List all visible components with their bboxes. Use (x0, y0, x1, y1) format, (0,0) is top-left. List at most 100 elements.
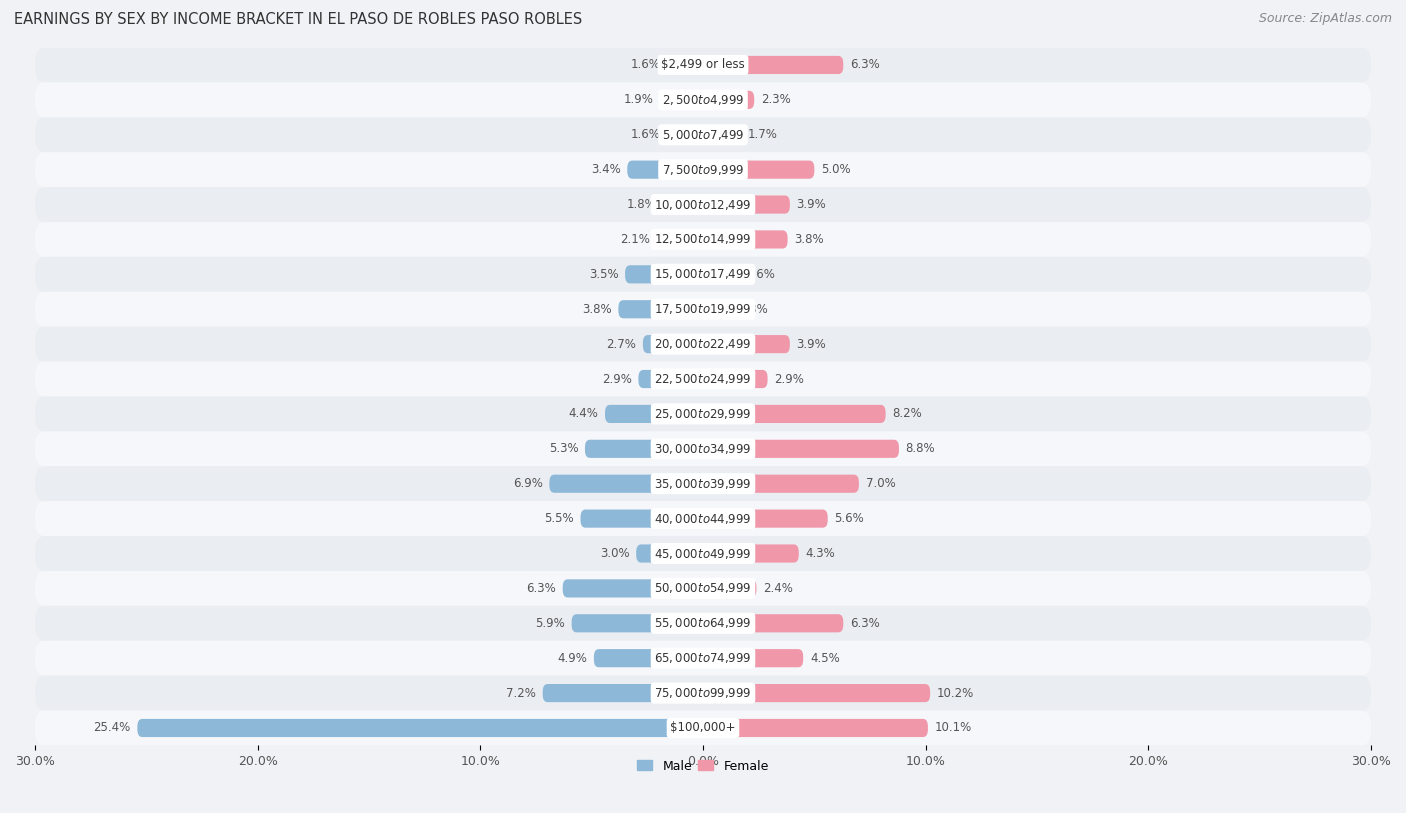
FancyBboxPatch shape (35, 222, 1371, 257)
FancyBboxPatch shape (35, 501, 1371, 536)
Text: 2.9%: 2.9% (602, 372, 631, 385)
FancyBboxPatch shape (35, 432, 1371, 467)
Text: 3.9%: 3.9% (797, 198, 827, 211)
FancyBboxPatch shape (703, 649, 803, 667)
Text: 8.2%: 8.2% (893, 407, 922, 420)
Text: $2,500 to $4,999: $2,500 to $4,999 (662, 93, 744, 107)
Text: 1.6%: 1.6% (631, 59, 661, 72)
FancyBboxPatch shape (703, 440, 898, 458)
FancyBboxPatch shape (35, 536, 1371, 571)
Text: 2.7%: 2.7% (606, 337, 636, 350)
Text: 8.8%: 8.8% (905, 442, 935, 455)
Text: $35,000 to $39,999: $35,000 to $39,999 (654, 476, 752, 491)
FancyBboxPatch shape (35, 257, 1371, 292)
FancyBboxPatch shape (35, 676, 1371, 711)
Text: 10.1%: 10.1% (935, 721, 972, 734)
FancyBboxPatch shape (703, 265, 738, 284)
Text: 4.9%: 4.9% (557, 652, 588, 665)
Text: 1.6%: 1.6% (631, 128, 661, 141)
Text: 1.9%: 1.9% (624, 93, 654, 107)
FancyBboxPatch shape (703, 615, 844, 633)
FancyBboxPatch shape (35, 292, 1371, 327)
Text: 4.4%: 4.4% (568, 407, 599, 420)
FancyBboxPatch shape (703, 335, 790, 353)
FancyBboxPatch shape (35, 571, 1371, 606)
FancyBboxPatch shape (703, 405, 886, 423)
Text: $17,500 to $19,999: $17,500 to $19,999 (654, 302, 752, 316)
FancyBboxPatch shape (35, 467, 1371, 501)
Text: $65,000 to $74,999: $65,000 to $74,999 (654, 651, 752, 665)
Text: $12,500 to $14,999: $12,500 to $14,999 (654, 233, 752, 246)
FancyBboxPatch shape (703, 475, 859, 493)
Text: Source: ZipAtlas.com: Source: ZipAtlas.com (1258, 12, 1392, 25)
Text: $7,500 to $9,999: $7,500 to $9,999 (662, 163, 744, 176)
Text: $20,000 to $22,499: $20,000 to $22,499 (654, 337, 752, 351)
Text: 6.9%: 6.9% (513, 477, 543, 490)
Text: $45,000 to $49,999: $45,000 to $49,999 (654, 546, 752, 560)
FancyBboxPatch shape (35, 711, 1371, 746)
Text: $2,499 or less: $2,499 or less (661, 59, 745, 72)
Text: 10.2%: 10.2% (936, 687, 974, 699)
FancyBboxPatch shape (35, 606, 1371, 641)
FancyBboxPatch shape (703, 195, 790, 214)
FancyBboxPatch shape (703, 230, 787, 249)
FancyBboxPatch shape (668, 56, 703, 74)
FancyBboxPatch shape (703, 161, 814, 179)
Text: $30,000 to $34,999: $30,000 to $34,999 (654, 441, 752, 456)
FancyBboxPatch shape (572, 615, 703, 633)
FancyBboxPatch shape (35, 641, 1371, 676)
FancyBboxPatch shape (703, 370, 768, 388)
Text: $25,000 to $29,999: $25,000 to $29,999 (654, 407, 752, 421)
Legend: Male, Female: Male, Female (633, 754, 773, 777)
Text: 2.4%: 2.4% (763, 582, 793, 595)
Text: 7.2%: 7.2% (506, 687, 536, 699)
Text: 3.5%: 3.5% (589, 267, 619, 280)
Text: EARNINGS BY SEX BY INCOME BRACKET IN EL PASO DE ROBLES PASO ROBLES: EARNINGS BY SEX BY INCOME BRACKET IN EL … (14, 12, 582, 27)
FancyBboxPatch shape (636, 545, 703, 563)
Text: $50,000 to $54,999: $50,000 to $54,999 (654, 581, 752, 595)
Text: 4.5%: 4.5% (810, 652, 839, 665)
Text: $5,000 to $7,499: $5,000 to $7,499 (662, 128, 744, 141)
Text: 6.3%: 6.3% (851, 59, 880, 72)
FancyBboxPatch shape (605, 405, 703, 423)
FancyBboxPatch shape (35, 117, 1371, 152)
Text: $75,000 to $99,999: $75,000 to $99,999 (654, 686, 752, 700)
FancyBboxPatch shape (585, 440, 703, 458)
Text: 3.8%: 3.8% (794, 233, 824, 246)
Text: $55,000 to $64,999: $55,000 to $64,999 (654, 616, 752, 630)
Text: 5.0%: 5.0% (821, 163, 851, 176)
FancyBboxPatch shape (35, 152, 1371, 187)
Text: 1.7%: 1.7% (748, 128, 778, 141)
FancyBboxPatch shape (703, 126, 741, 144)
FancyBboxPatch shape (138, 719, 703, 737)
Text: 1.8%: 1.8% (627, 198, 657, 211)
Text: 6.3%: 6.3% (851, 617, 880, 630)
FancyBboxPatch shape (703, 580, 756, 598)
Text: 3.0%: 3.0% (600, 547, 630, 560)
Text: 4.3%: 4.3% (806, 547, 835, 560)
Text: $40,000 to $44,999: $40,000 to $44,999 (654, 511, 752, 526)
FancyBboxPatch shape (703, 545, 799, 563)
FancyBboxPatch shape (35, 362, 1371, 397)
FancyBboxPatch shape (543, 684, 703, 702)
FancyBboxPatch shape (626, 265, 703, 284)
FancyBboxPatch shape (703, 510, 828, 528)
FancyBboxPatch shape (562, 580, 703, 598)
Text: 5.5%: 5.5% (544, 512, 574, 525)
FancyBboxPatch shape (703, 300, 733, 319)
FancyBboxPatch shape (703, 91, 754, 109)
FancyBboxPatch shape (35, 397, 1371, 432)
Text: 7.0%: 7.0% (866, 477, 896, 490)
Text: 1.6%: 1.6% (745, 267, 775, 280)
FancyBboxPatch shape (662, 195, 703, 214)
FancyBboxPatch shape (619, 300, 703, 319)
Text: 3.9%: 3.9% (797, 337, 827, 350)
FancyBboxPatch shape (550, 475, 703, 493)
Text: 5.9%: 5.9% (536, 617, 565, 630)
FancyBboxPatch shape (668, 126, 703, 144)
Text: 2.1%: 2.1% (620, 233, 650, 246)
FancyBboxPatch shape (35, 82, 1371, 117)
FancyBboxPatch shape (593, 649, 703, 667)
Text: 2.9%: 2.9% (775, 372, 804, 385)
FancyBboxPatch shape (703, 56, 844, 74)
